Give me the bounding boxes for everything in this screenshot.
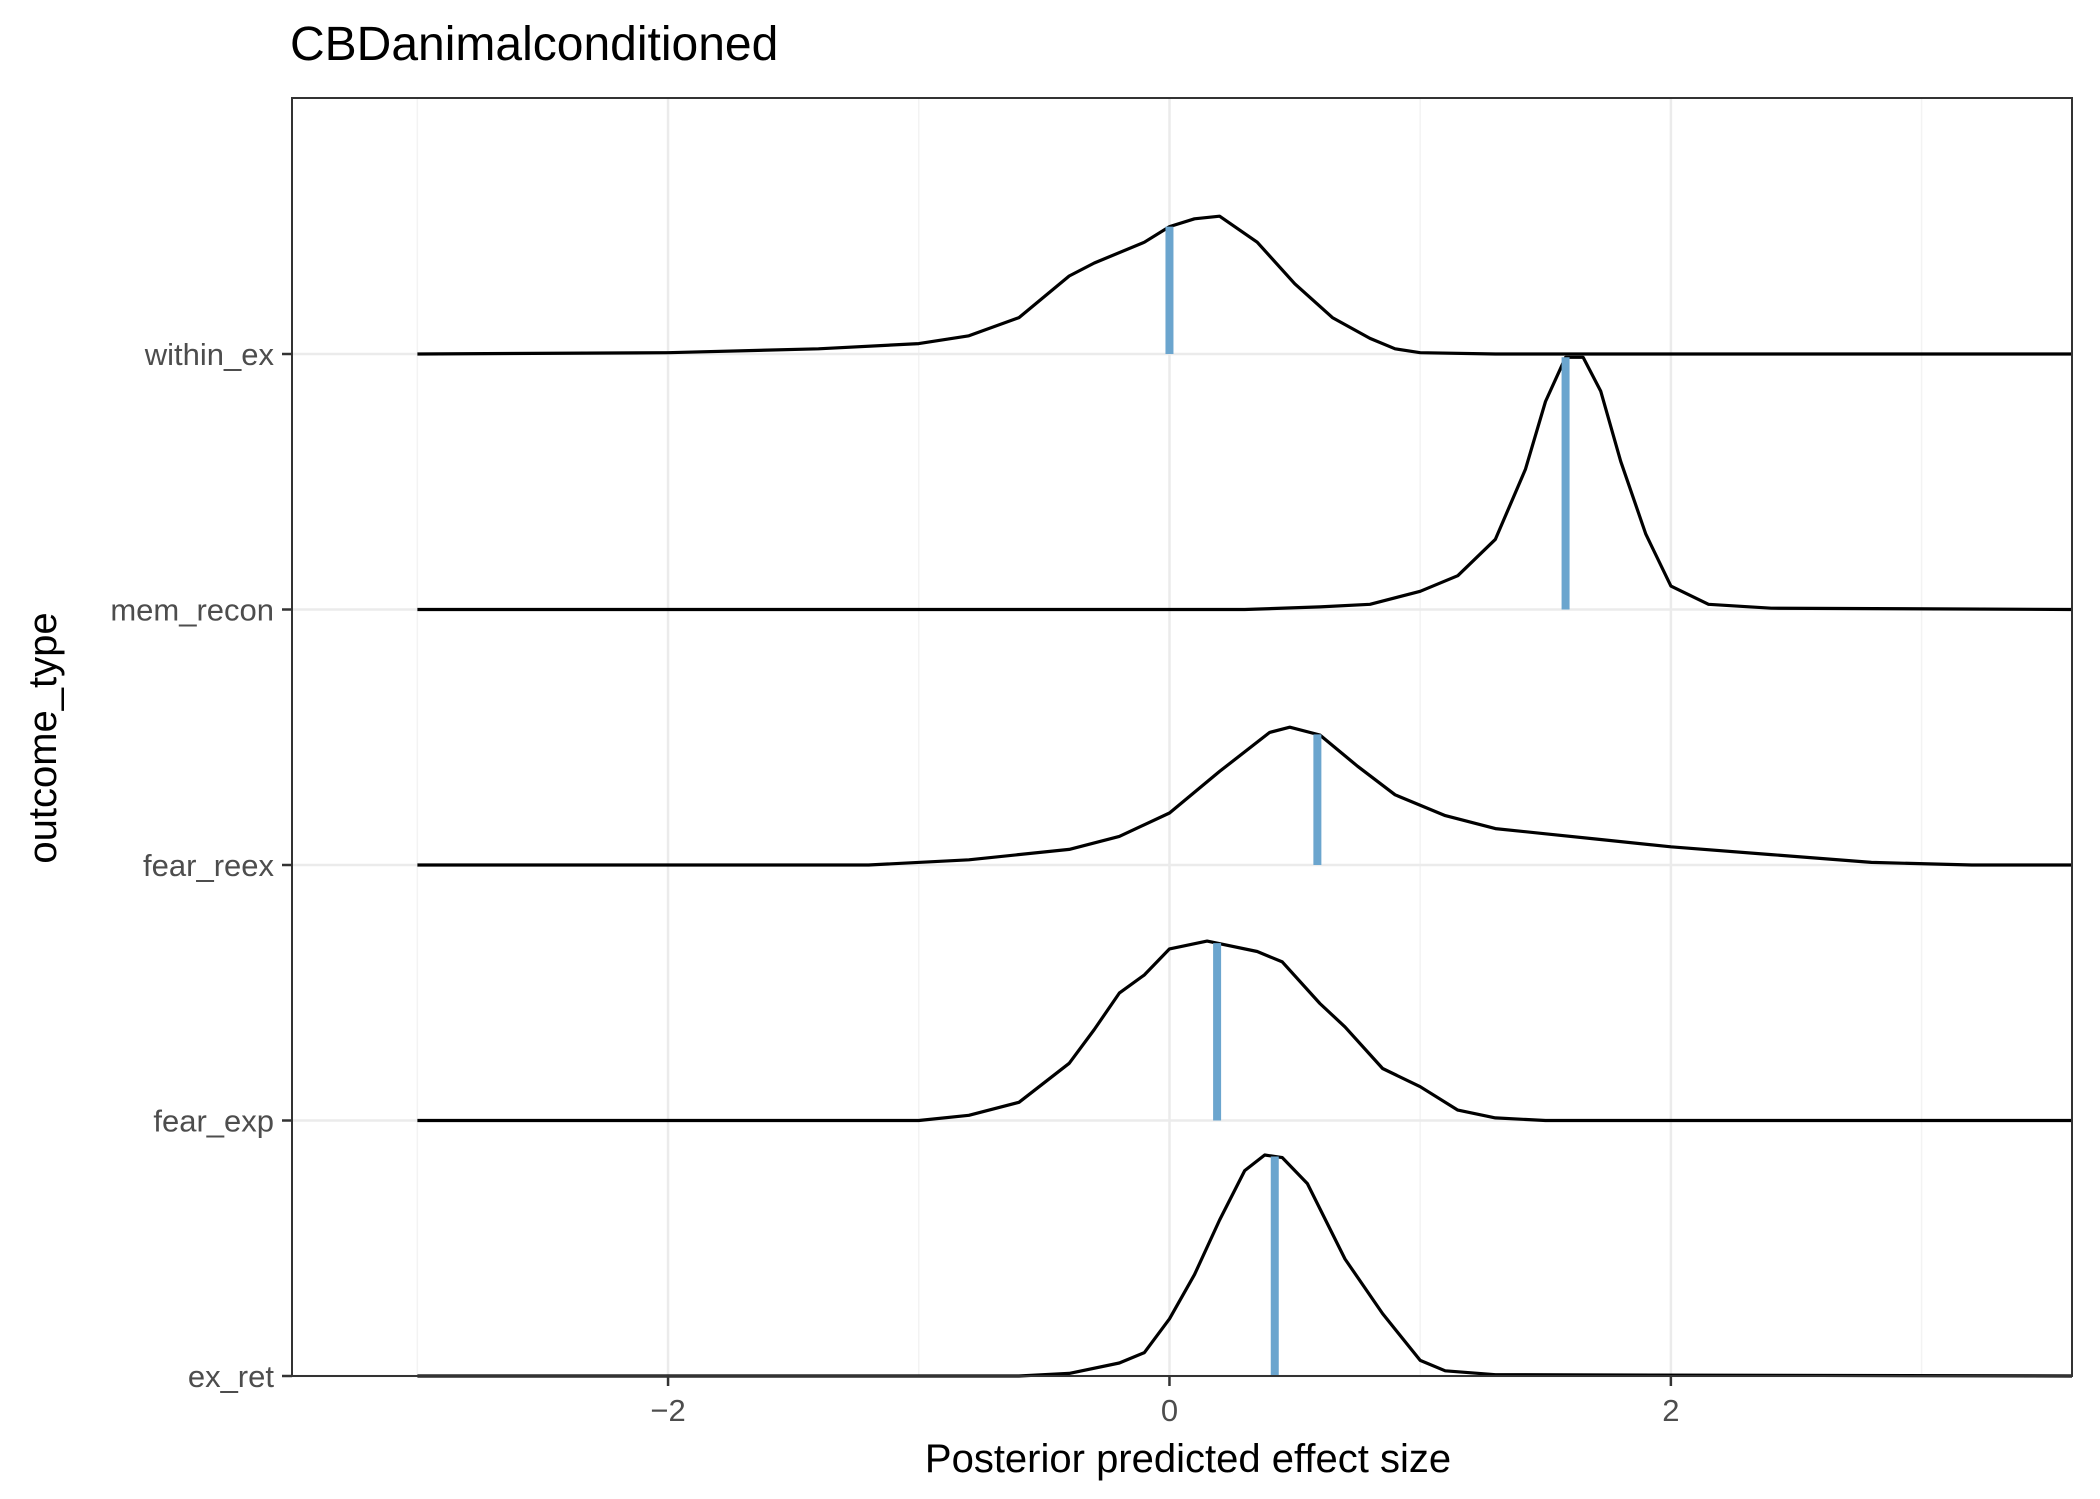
density-curve-ex_ret — [417, 1153, 2073, 1378]
y-tick-label: ex_ret — [188, 1359, 275, 1394]
y-axis-title: outcome_type — [21, 612, 65, 863]
panel-background — [292, 98, 2072, 1376]
axes: −2 0 2 ex_ret fear_exp fear_reex mem_recon with… — [110, 337, 1679, 1428]
y-tick-label: fear_reex — [143, 848, 274, 883]
y-tick-label: mem_recon — [110, 593, 274, 628]
x-tick-label: −2 — [650, 1393, 685, 1428]
density-curve-mem_recon — [417, 355, 2073, 612]
density-curve-within_ex — [417, 214, 2072, 356]
chart-title: CBDanimalconditioned — [290, 18, 778, 71]
density-ridges — [417, 214, 2073, 1378]
x-tick-label: 0 — [1161, 1393, 1178, 1428]
y-tick-label: fear_exp — [153, 1104, 274, 1139]
x-tick-label: 2 — [1662, 1393, 1679, 1428]
panel-border — [291, 97, 2073, 1377]
median-lines — [1165, 226, 1570, 1376]
plot-panel — [292, 98, 2072, 1376]
density-curve-fear_exp — [417, 939, 2072, 1123]
x-axis-title: Posterior predicted effect size — [925, 1437, 1451, 1481]
y-tick-label: within_ex — [144, 337, 275, 372]
density-curve-fear_reex — [417, 725, 2072, 867]
